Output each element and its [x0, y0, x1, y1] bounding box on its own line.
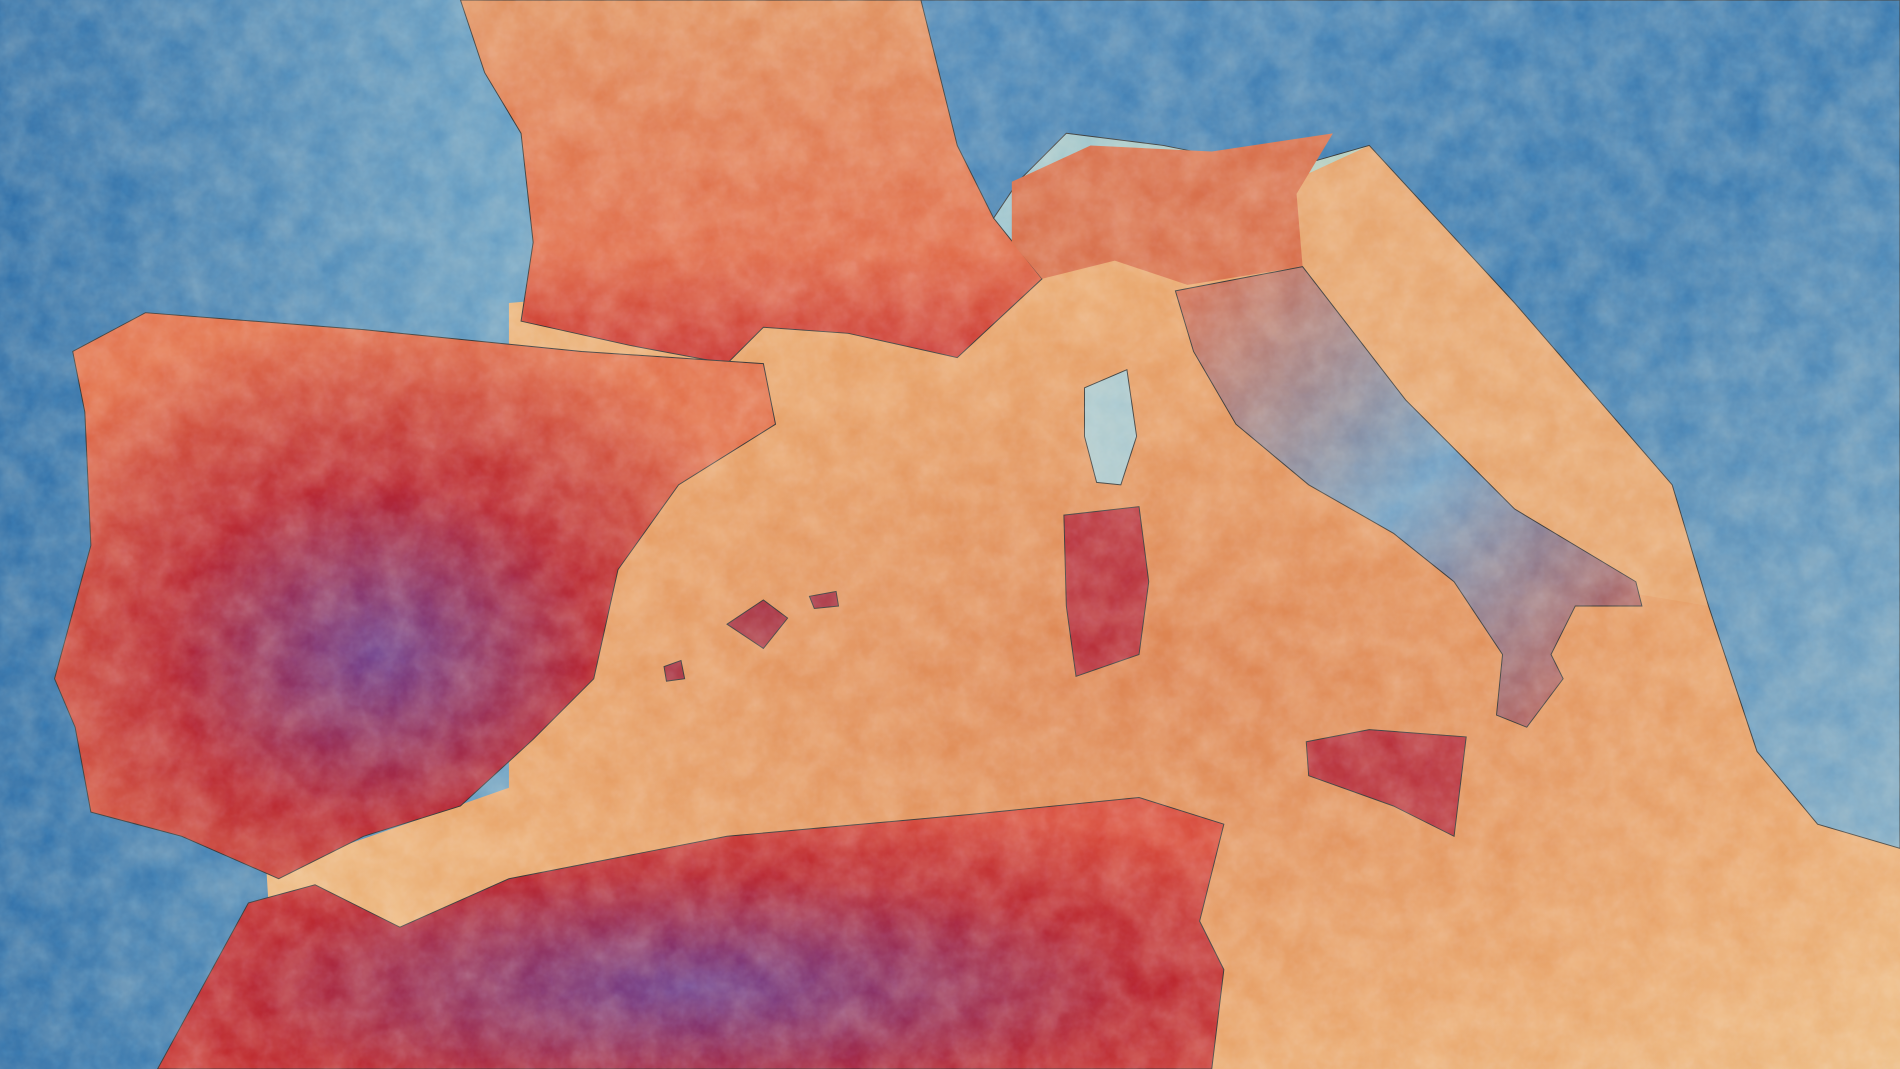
temperature-map [0, 0, 1900, 1069]
land-texture [0, 0, 1900, 1069]
